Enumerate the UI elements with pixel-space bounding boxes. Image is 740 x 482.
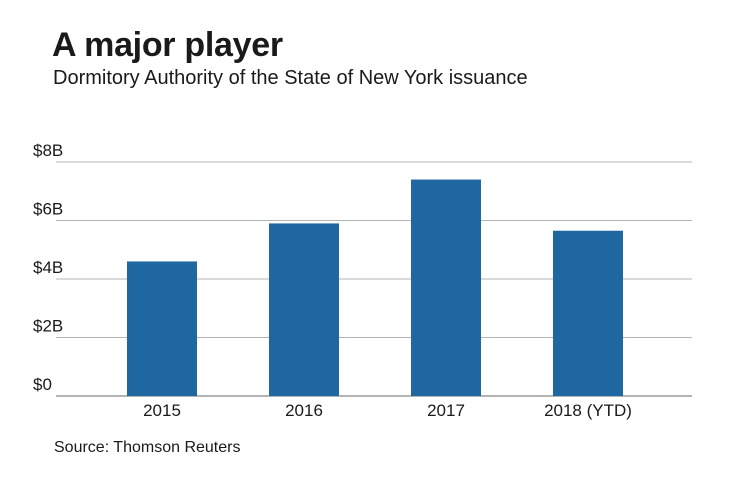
y-tick-label: $6B [33, 200, 63, 219]
x-tick-label: 2018 (YTD) [544, 401, 632, 420]
bar-2016 [269, 223, 339, 396]
bar-2017 [411, 179, 481, 396]
x-tick-label: 2017 [427, 401, 465, 420]
bars [127, 179, 623, 396]
x-tick-label: 2016 [285, 401, 323, 420]
bar-2018-ytd [553, 230, 623, 396]
x-axis-labels: 2015 2016 2017 2018 (YTD) [143, 401, 632, 420]
chart-subtitle: Dormitory Authority of the State of New … [53, 67, 528, 89]
bar-2015 [127, 261, 197, 396]
chart-title: A major player [52, 26, 283, 64]
y-tick-label: $0 [33, 375, 52, 394]
y-tick-label: $8B [33, 141, 63, 160]
y-tick-label: $2B [33, 317, 63, 336]
y-axis-labels: $0 $2B $4B $6B $8B [33, 141, 63, 394]
y-tick-label: $4B [33, 258, 63, 277]
x-tick-label: 2015 [143, 401, 181, 420]
source-note: Source: Thomson Reuters [54, 439, 241, 456]
